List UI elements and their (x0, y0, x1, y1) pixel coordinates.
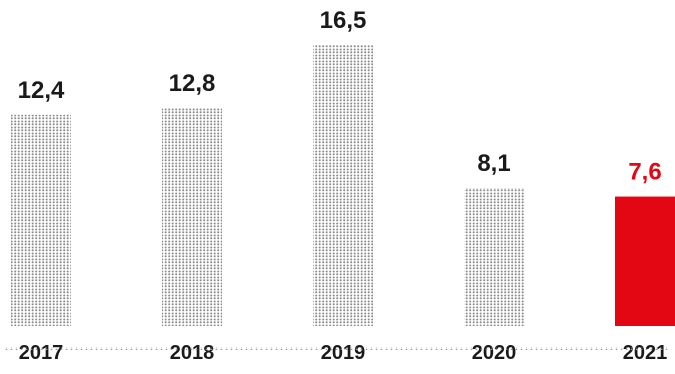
bar-2021 (615, 196, 675, 326)
bar-2020 (464, 188, 524, 326)
value-labels-layer: 12,4 12,8 16,5 8,1 7,6 (18, 7, 662, 186)
value-label-2017: 12,4 (18, 77, 65, 104)
bar-2019 (313, 45, 373, 326)
bar-2017 (11, 114, 71, 326)
category-label-2020: 2020 (472, 342, 517, 364)
value-label-2019: 16,5 (320, 7, 367, 34)
value-label-2018: 12,8 (169, 70, 216, 97)
bars-layer (11, 45, 675, 327)
category-label-2019: 2019 (321, 342, 366, 364)
category-labels-layer: 2017 2018 2019 2020 2021 (19, 342, 668, 364)
value-label-2021: 7,6 (628, 159, 661, 186)
category-label-2018: 2018 (170, 342, 215, 364)
bar-2018 (162, 108, 222, 327)
category-label-2017: 2017 (19, 342, 64, 364)
category-label-2021: 2021 (623, 342, 668, 364)
baseline-dotted-rule (5, 347, 670, 350)
value-label-2020: 8,1 (477, 150, 510, 177)
